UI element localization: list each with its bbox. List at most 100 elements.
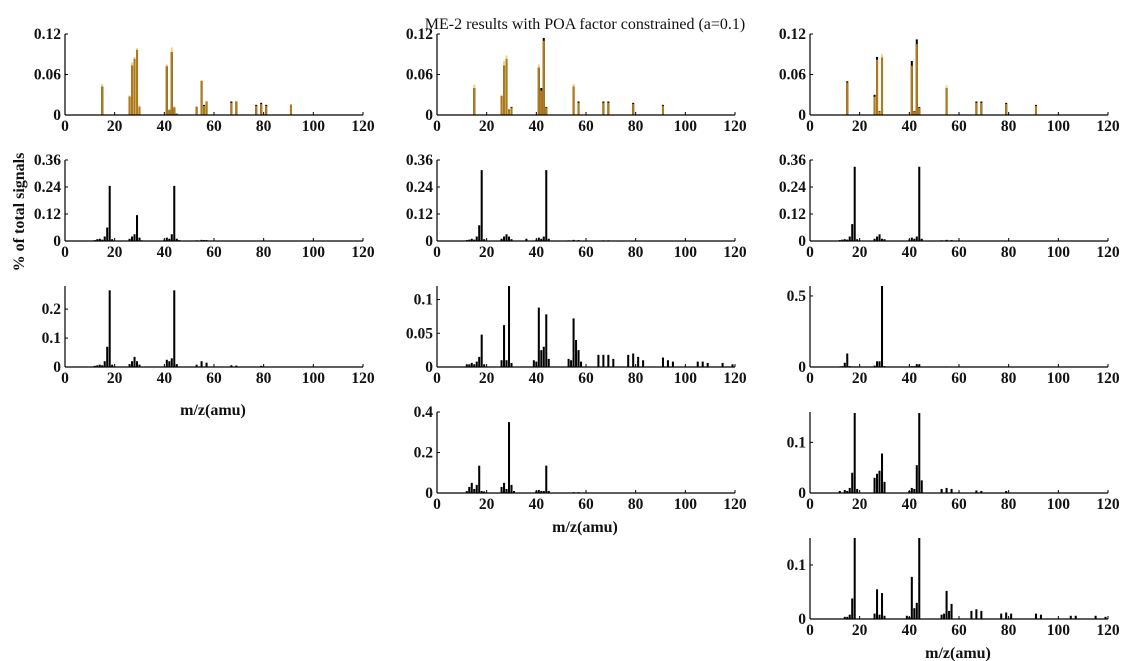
y-tick-label: 0 (425, 107, 433, 124)
x-axis-label-col1: m/z(amu) (180, 402, 246, 419)
bar (920, 480, 923, 493)
bar (545, 314, 548, 367)
x-tick-label: 120 (723, 244, 747, 261)
bar-overlap (975, 102, 978, 115)
bar (851, 224, 854, 241)
bar (101, 239, 104, 241)
x-tick-label: 40 (902, 496, 918, 513)
bar-overlap (1005, 104, 1008, 115)
bar (853, 538, 856, 619)
x-tick-label: 100 (302, 118, 326, 135)
bar (465, 490, 468, 493)
bar (175, 364, 178, 367)
y-tick-label: 0.36 (34, 152, 61, 169)
bar (173, 290, 176, 367)
x-tick-label: 100 (674, 118, 698, 135)
bar (696, 361, 699, 367)
bar (545, 465, 548, 493)
x-tick-label: 0 (61, 118, 69, 135)
bar (883, 615, 886, 619)
bar (910, 237, 913, 241)
y-tick-label: 0.12 (779, 206, 806, 223)
x-tick-label: 0 (806, 622, 814, 639)
x-tick-label: 60 (951, 622, 967, 639)
bar-overlap (510, 107, 513, 115)
bar (133, 234, 136, 241)
bar (873, 365, 876, 367)
bar-overlap (632, 104, 635, 115)
x-tick-label: 40 (529, 496, 545, 513)
bar (883, 481, 886, 493)
x-tick-label: 20 (107, 370, 123, 387)
bar (168, 361, 171, 367)
bar-overlap (980, 102, 983, 115)
bar (876, 361, 879, 367)
bar (175, 238, 178, 241)
bar (170, 234, 173, 241)
bar (98, 238, 101, 241)
bar-overlap (135, 50, 139, 116)
bar (846, 353, 849, 367)
panel-col3-row3: 0 20 40 60 80 100 120 0 0.5 (787, 286, 1120, 387)
bar (98, 364, 101, 367)
bar (950, 488, 953, 493)
bar (948, 610, 951, 619)
bar (540, 490, 543, 493)
bar (537, 307, 540, 367)
bar (470, 482, 473, 493)
x-tick-label: 40 (902, 244, 918, 261)
x-tick-label: 0 (433, 496, 441, 513)
x-tick-label: 40 (157, 118, 173, 135)
bar (510, 484, 513, 493)
y-tick-label: 0.06 (779, 67, 806, 84)
bar (577, 350, 580, 367)
x-tick-label: 40 (902, 118, 918, 135)
x-tick-label: 100 (1047, 118, 1071, 135)
x-tick-label: 20 (852, 496, 868, 513)
bar-overlap (910, 65, 913, 115)
x-tick-label: 80 (1001, 622, 1017, 639)
bar-overlap (661, 105, 665, 115)
x-tick-label: 0 (806, 118, 814, 135)
bar (905, 615, 908, 619)
x-tick-label: 60 (578, 118, 594, 135)
bar-overlap (205, 101, 208, 115)
bar (507, 286, 511, 367)
x-tick-label: 80 (1001, 244, 1017, 261)
bar (1010, 613, 1013, 619)
bar-overlap (602, 102, 605, 115)
y-tick-label: 0.1 (414, 292, 433, 309)
bar (108, 290, 111, 367)
bar (913, 608, 916, 619)
bar (873, 477, 876, 493)
bar (106, 346, 109, 367)
x-tick-label: 60 (206, 244, 222, 261)
bar-overlap (505, 58, 508, 115)
y-tick-label: 0.2 (414, 445, 434, 462)
bar (883, 239, 886, 241)
bar (1005, 490, 1008, 493)
bar-overlap (173, 107, 176, 115)
y-tick-label: 0.5 (787, 288, 807, 305)
bar (975, 490, 978, 493)
bar (612, 358, 615, 367)
bar (918, 166, 921, 241)
bar (671, 361, 674, 367)
bar (876, 473, 879, 493)
bar-overlap (607, 102, 610, 115)
bar (507, 422, 511, 493)
bar (475, 236, 478, 241)
bar (878, 614, 881, 619)
bar (1000, 613, 1003, 619)
bar (940, 488, 943, 493)
bar (572, 318, 575, 367)
panel-col1-row3: 0 20 40 60 80 100 120 0 0.1 0.2 (42, 286, 375, 387)
x-tick-label: 80 (256, 244, 272, 261)
bar (505, 360, 508, 367)
bar (950, 603, 953, 619)
bar (846, 490, 849, 493)
y-tick-label: 0.06 (34, 67, 61, 84)
bar (851, 472, 854, 493)
x-tick-label: 80 (256, 370, 272, 387)
x-tick-label: 120 (723, 370, 747, 387)
